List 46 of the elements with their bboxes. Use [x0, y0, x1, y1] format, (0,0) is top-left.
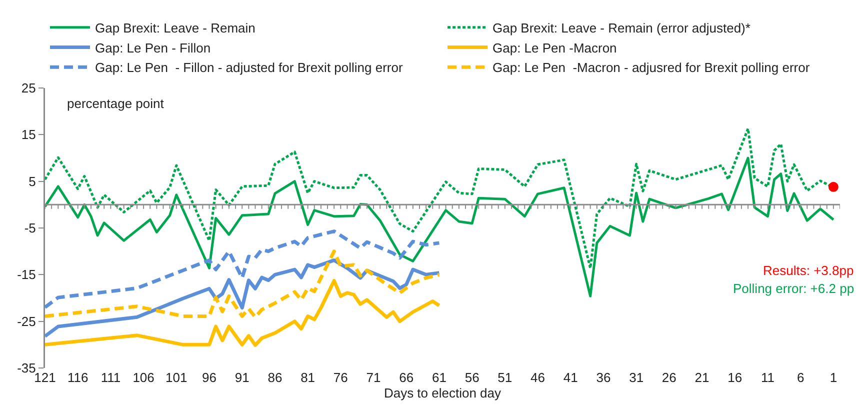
- line-series: [45, 258, 441, 338]
- legend-label: Gap: Le Pen - Fillon - adjusted for Brexit polling error: [95, 60, 404, 76]
- x-tick-label: 56: [464, 370, 480, 385]
- x-tick-label: 6: [796, 370, 804, 385]
- x-tick-label: 91: [234, 370, 250, 385]
- x-tick-label: 116: [67, 370, 88, 385]
- x-tick-label: 41: [563, 370, 578, 385]
- x-tick-label: 106: [132, 370, 154, 385]
- x-tick-label: 51: [498, 370, 512, 385]
- annotation: Polling error: +6.2 pp: [733, 281, 854, 296]
- x-tick-label: 81: [300, 370, 316, 385]
- x-tick-label: 61: [432, 370, 446, 385]
- x-tick-label: 121: [34, 370, 56, 385]
- x-tick-label: 76: [333, 370, 348, 385]
- x-tick-label: 11: [760, 370, 774, 385]
- legend-label: Gap: Le Pen - Fillon: [95, 40, 211, 56]
- x-tick-label: 16: [728, 370, 742, 385]
- x-tick-label: 66: [399, 370, 414, 385]
- line-series: [45, 230, 441, 310]
- y-tick-label: -25: [17, 314, 36, 329]
- y-axis-title: percentage point: [67, 96, 164, 111]
- y-tick-label: 25: [21, 80, 36, 96]
- y-tick-label: 5: [28, 174, 36, 189]
- x-tick-label: 46: [530, 370, 546, 385]
- legend-label: Gap: Le Pen -Macron: [492, 40, 617, 56]
- line-series: [45, 250, 441, 319]
- annotation: Results: +3.8pp: [763, 263, 854, 278]
- x-tick-label: 26: [662, 370, 676, 385]
- legend-label: Gap Brexit: Leave - Remain (error adjusted)*: [492, 20, 750, 36]
- y-tick-label: -35: [17, 360, 36, 376]
- x-axis-title: Days to election day: [384, 386, 502, 401]
- x-tick-label: 101: [166, 370, 188, 385]
- legend-label: Gap: Le Pen -Macron - adjusred for Brexit polling error: [492, 60, 810, 76]
- x-tick-label: 31: [629, 370, 644, 385]
- x-tick-label: 96: [202, 370, 216, 385]
- x-tick-label: 21: [694, 370, 710, 385]
- x-tick-label: 111: [100, 370, 121, 385]
- y-tick-label: -5: [24, 220, 36, 236]
- x-tick-label: 71: [366, 370, 381, 385]
- x-tick-label: 1: [830, 370, 838, 385]
- y-tick-label: -15: [17, 267, 36, 282]
- x-tick-label: 86: [268, 370, 282, 385]
- line-series: [45, 278, 441, 347]
- x-tick-label: 36: [596, 370, 611, 385]
- legend-label: Gap Brexit: Leave - Remain: [95, 20, 256, 36]
- y-tick-label: 15: [21, 127, 36, 142]
